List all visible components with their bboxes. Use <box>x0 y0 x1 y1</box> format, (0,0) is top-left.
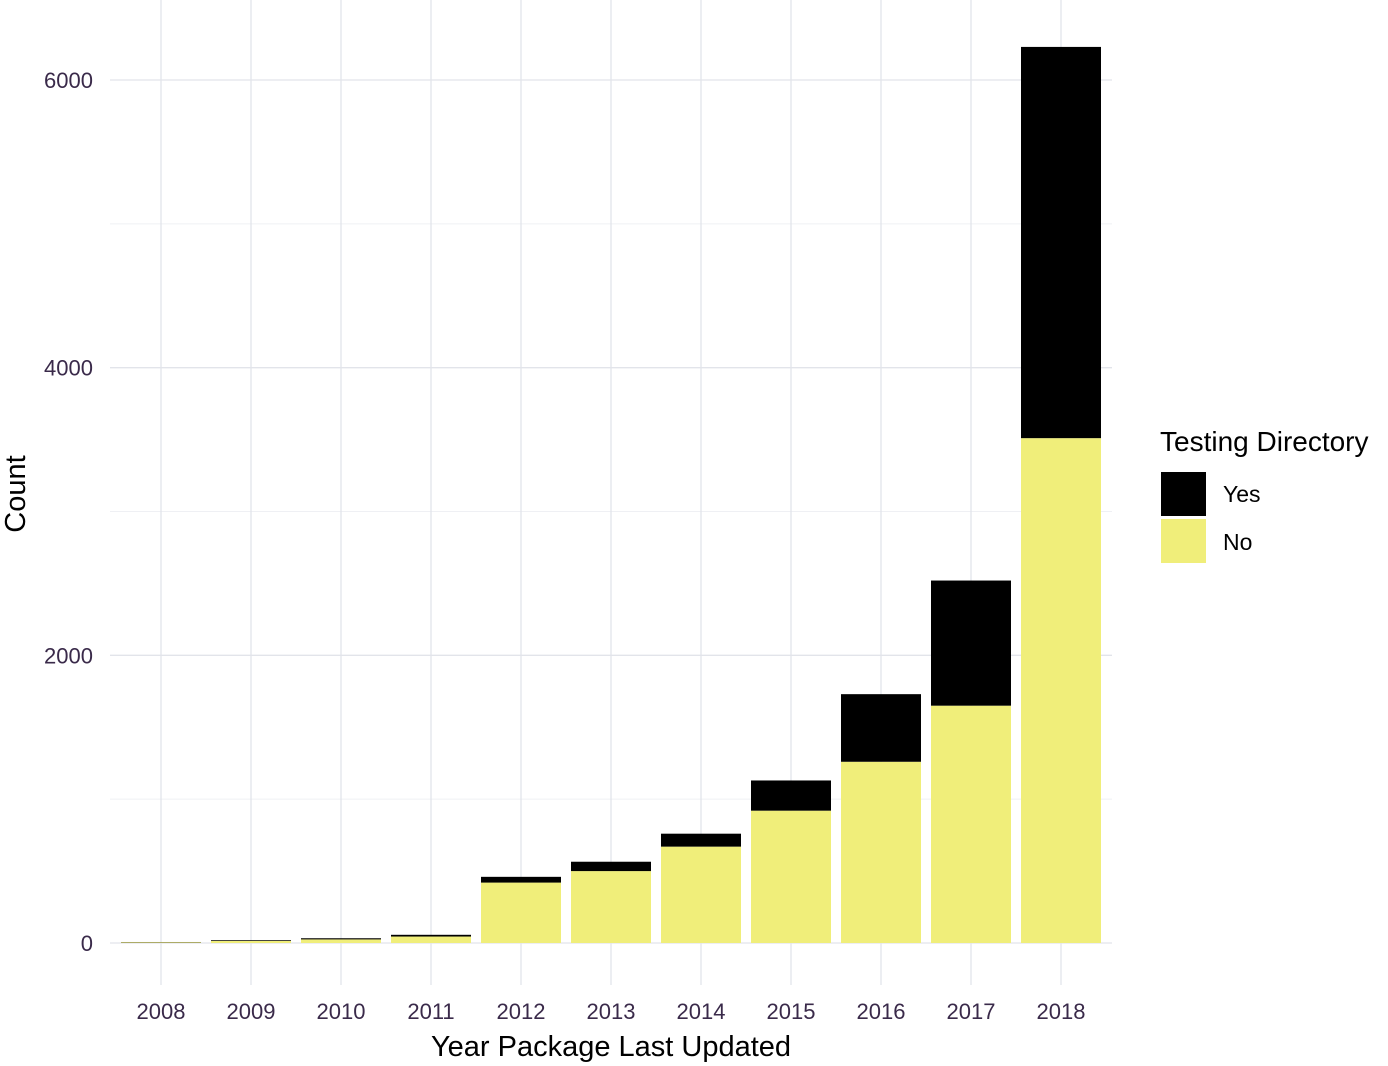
bar-yes-2011 <box>391 934 471 937</box>
bar-no-2016 <box>841 761 921 943</box>
bar-no-2015 <box>751 810 831 943</box>
bar-yes-2015 <box>751 780 831 811</box>
bar-yes-2017 <box>931 580 1011 706</box>
y-tick-label: 2000 <box>44 643 93 668</box>
y-axis-tick-labels: 0 2000 4000 6000 <box>44 68 93 956</box>
bar-yes-2014 <box>661 833 741 847</box>
bar-yes-2016 <box>841 694 921 762</box>
x-tick-label: 2012 <box>497 999 546 1024</box>
y-axis-title: Count <box>0 455 32 532</box>
y-tick-label: 0 <box>81 931 93 956</box>
bar-yes-2010 <box>301 938 381 940</box>
x-tick-label: 2009 <box>227 999 276 1024</box>
legend: Testing Directory Yes No <box>1160 426 1369 563</box>
bar-yes-2013 <box>571 861 651 872</box>
bar-yes-2012 <box>481 876 561 883</box>
bar-no-2014 <box>661 846 741 943</box>
bar-no-2012 <box>481 882 561 943</box>
bars <box>121 46 1101 943</box>
x-tick-label: 2008 <box>137 999 186 1024</box>
legend-title: Testing Directory <box>1160 426 1369 457</box>
bar-no-2011 <box>391 936 471 943</box>
bar-no-2013 <box>571 871 651 943</box>
x-tick-label: 2014 <box>677 999 726 1024</box>
x-tick-label: 2017 <box>947 999 996 1024</box>
x-tick-label: 2015 <box>767 999 816 1024</box>
bar-no-2008 <box>121 942 201 943</box>
bar-no-2017 <box>931 705 1011 943</box>
x-axis-title: Year Package Last Updated <box>431 1031 791 1063</box>
bar-no-2009 <box>211 940 291 943</box>
legend-swatch-yes <box>1161 472 1206 516</box>
y-tick-label: 6000 <box>44 68 93 93</box>
bar-no-2010 <box>301 939 381 943</box>
x-tick-label: 2018 <box>1037 999 1086 1024</box>
y-tick-label: 4000 <box>44 356 93 381</box>
x-tick-label: 2013 <box>587 999 636 1024</box>
legend-label-yes: Yes <box>1223 481 1261 507</box>
legend-swatch-no <box>1161 519 1206 563</box>
bar-no-2018 <box>1021 438 1101 943</box>
x-tick-label: 2011 <box>407 999 454 1024</box>
legend-label-no: No <box>1223 529 1252 555</box>
x-tick-label: 2016 <box>857 999 906 1024</box>
bar-yes-2009 <box>211 940 291 941</box>
x-tick-label: 2010 <box>317 999 366 1024</box>
bar-yes-2018 <box>1021 46 1101 439</box>
x-axis-tick-labels: 2008 2009 2010 2011 2012 2013 2014 2015 2016 2017… <box>137 999 1086 1024</box>
